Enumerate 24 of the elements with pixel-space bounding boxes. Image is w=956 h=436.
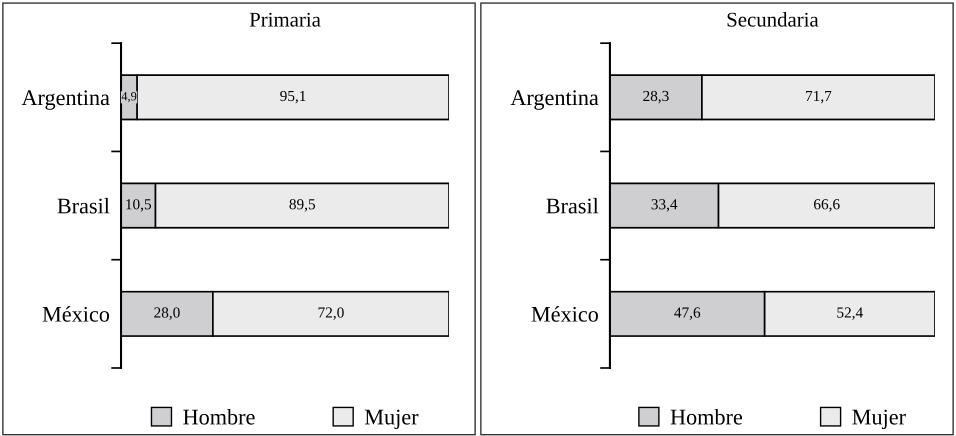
data-label: 28,3 [643,90,669,104]
data-label: 4,9 [121,92,136,102]
data-label: 95,1 [280,90,306,104]
data-label: 33,4 [652,199,678,212]
chart-title: Secundaria [728,12,818,27]
data-label: 89,5 [289,199,316,212]
data-label: 66,6 [814,199,840,212]
y-tick-label: Argentina [510,90,599,110]
y-tick-label: Brasil [57,198,110,214]
y-tick-label: México [42,306,110,322]
data-label: 10,5 [126,199,152,212]
data-label: 71,7 [806,90,832,104]
data-label: 47,6 [674,307,700,320]
y-tick-label: Argentina [22,90,110,110]
legend-label: Hombre [183,408,255,425]
legend-label: Hombre [670,408,742,425]
legend-label: Mujer [852,410,906,430]
legend-label: Mujer [364,410,418,430]
data-label: 52,4 [837,307,863,320]
y-tick-label: Brasil [546,198,598,214]
data-label: 72,0 [318,307,344,320]
y-tick-label: México [532,306,598,322]
data-label: 28,0 [154,307,180,320]
chart-title: Primaria [250,12,321,27]
